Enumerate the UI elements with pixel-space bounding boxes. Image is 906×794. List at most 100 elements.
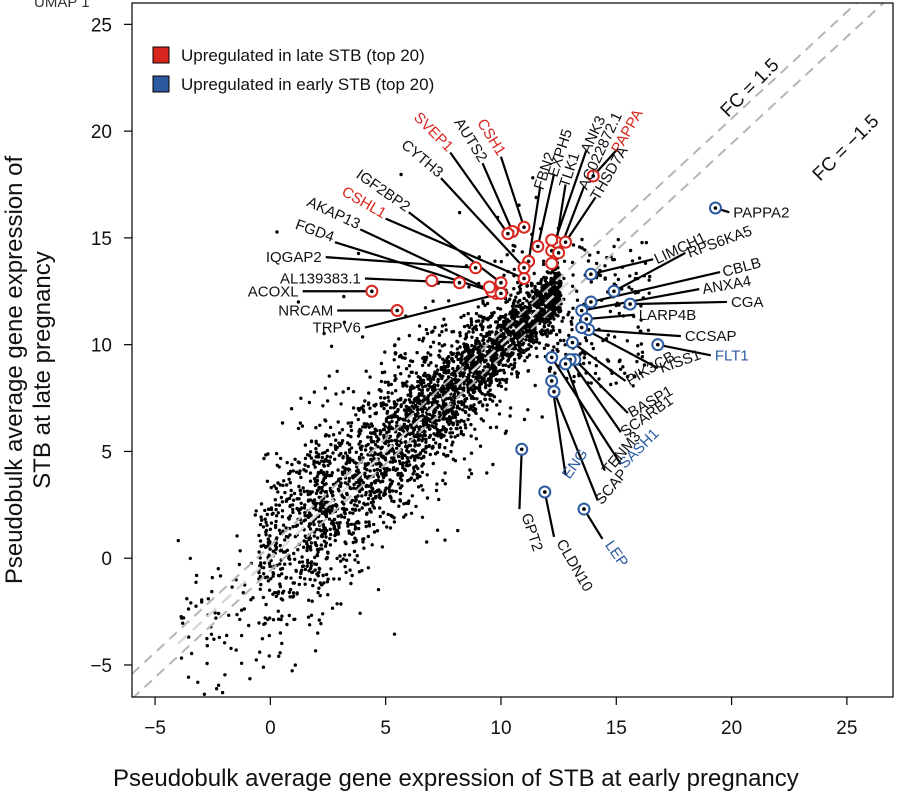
x-tick-label--5: −5 — [144, 718, 166, 739]
x-tick-label-25: 25 — [836, 718, 857, 739]
leader-CSHL1 — [385, 217, 525, 280]
leader-LARP4B — [586, 313, 635, 321]
point-RPS6KA5 — [612, 289, 616, 294]
point-SASH1 — [549, 355, 554, 360]
late-highlight-3 — [545, 233, 559, 247]
point-PIK3CB — [570, 340, 575, 345]
point-PAPPA — [591, 174, 596, 178]
y-axis-label-line1: Pseudobulk average gene expression of — [1, 156, 28, 585]
leader-SCARB1 — [569, 358, 622, 433]
gene-label-CCSAP: CCSAP — [685, 328, 737, 345]
point-FBN2 — [526, 259, 531, 264]
leader-KISS1 — [581, 326, 659, 370]
y-tick-label-25: 25 — [91, 15, 112, 36]
gene-label-CGA: CGA — [731, 294, 764, 311]
fold-change-lines — [132, 3, 885, 697]
legend-swatch-1 — [152, 75, 170, 93]
leader-GPT2 — [518, 449, 523, 510]
data-points — [176, 172, 652, 696]
point-IQGAP2 — [473, 265, 478, 270]
leader-SASH1 — [550, 356, 622, 465]
gene-label-IQGAP2: IQGAP2 — [266, 249, 322, 266]
leader-TENM3 — [564, 363, 606, 472]
leader-TLK1 — [555, 184, 567, 243]
leader-ANXA4 — [581, 288, 700, 312]
leader-RPS6KA5 — [613, 251, 686, 293]
point-IGF2BP2 — [499, 280, 503, 285]
plot-frame — [131, 2, 894, 698]
fc-label-0: FC = 1.5 — [717, 55, 784, 122]
point-ANXA4 — [579, 308, 584, 313]
point-GPT2 — [519, 447, 524, 452]
legend-label-0: Upregulated in late STB (top 20) — [181, 46, 425, 65]
gene-label-TRPV6: TRPV6 — [313, 320, 361, 337]
point-CBLB — [589, 300, 593, 304]
leader-PIK3CB — [571, 341, 627, 382]
axes: −5 0 5 10 15 20 25 −5 0 5 10 15 20 25 — [90, 15, 857, 739]
x-tick-label-20: 20 — [721, 718, 742, 739]
point-ENG — [549, 379, 554, 383]
point-NRCAM — [395, 308, 399, 313]
leader-LIMCH1 — [590, 258, 654, 276]
gene-label-ACOXL: ACOXL — [248, 283, 299, 300]
gene-label-LARP4B: LARP4B — [639, 307, 697, 324]
late-highlight-1 — [482, 280, 496, 294]
gene-label-CLDN10: CLDN10 — [553, 536, 596, 594]
fc-line-1 — [132, 3, 885, 697]
point-CLDN10 — [542, 490, 547, 494]
point-CYTH3 — [522, 265, 526, 270]
y-tick-label-20: 20 — [91, 122, 112, 143]
x-tick-label-10: 10 — [490, 718, 511, 739]
corner-label: UMAP 1 — [34, 0, 90, 11]
point-PAPPA2 — [713, 206, 718, 210]
y-tick-label-0: 0 — [101, 549, 112, 570]
y-tick-label-5: 5 — [101, 442, 112, 463]
gene-label-ENG: ENG — [559, 446, 592, 482]
leader-AKAP13 — [359, 228, 497, 295]
point-FLT1 — [655, 342, 660, 347]
y-tick-label-15: 15 — [91, 229, 112, 250]
gene-label-LEP: LEP — [601, 538, 631, 571]
leader-CLDN10 — [543, 491, 556, 538]
leader-CGA — [630, 300, 727, 306]
point-SCAP — [552, 389, 556, 394]
leader-FLT1 — [657, 343, 712, 357]
leader-SVEP1 — [449, 151, 509, 235]
point-AL139383.1 — [457, 280, 462, 285]
point-CGA — [628, 302, 632, 306]
fc-line-0 — [132, 3, 858, 675]
point-KISS1 — [579, 325, 584, 330]
fc-label-1: FC = −1.5 — [809, 111, 884, 186]
leader-CSH1 — [499, 156, 526, 228]
point-CSHL1 — [522, 276, 526, 281]
point-THSD7A — [563, 240, 568, 244]
gene-label-NRCAM: NRCAM — [278, 302, 333, 319]
gene-label-PAPPA2: PAPPA2 — [733, 204, 789, 221]
leader-AL139383.1 — [364, 277, 460, 284]
late-highlight-0 — [425, 274, 439, 288]
point-CSH1 — [522, 225, 526, 230]
point-LARP4B — [584, 317, 589, 321]
leader-TRPV6 — [364, 292, 502, 329]
leader-SCAP — [552, 391, 599, 501]
gene-highlight-circles — [365, 169, 722, 516]
gene-label-FLT1: FLT1 — [715, 347, 749, 364]
late-highlight-2 — [545, 257, 559, 271]
leader-FBN2 — [527, 186, 542, 262]
leader-BASP1 — [573, 358, 629, 414]
point-SVEP1 — [506, 231, 510, 236]
leader-IQGAP2 — [325, 256, 476, 269]
y-tick-label--5: −5 — [90, 656, 112, 677]
point-TENM3 — [563, 362, 568, 366]
legend-label-1: Upregulated in early STB (top 20) — [181, 75, 434, 94]
y-axis-label-line2: STB at late pregnancy — [29, 251, 56, 488]
y-tick-label-10: 10 — [91, 336, 112, 357]
point-ACOXL — [370, 289, 374, 294]
gene-label-GPT2: GPT2 — [518, 511, 546, 554]
leader-EXPH5 — [536, 173, 556, 247]
leader-CYTH3 — [440, 177, 525, 269]
x-tick-label-0: 0 — [265, 718, 276, 739]
point-LEP — [582, 507, 586, 511]
legend-swatch-0 — [152, 46, 170, 64]
